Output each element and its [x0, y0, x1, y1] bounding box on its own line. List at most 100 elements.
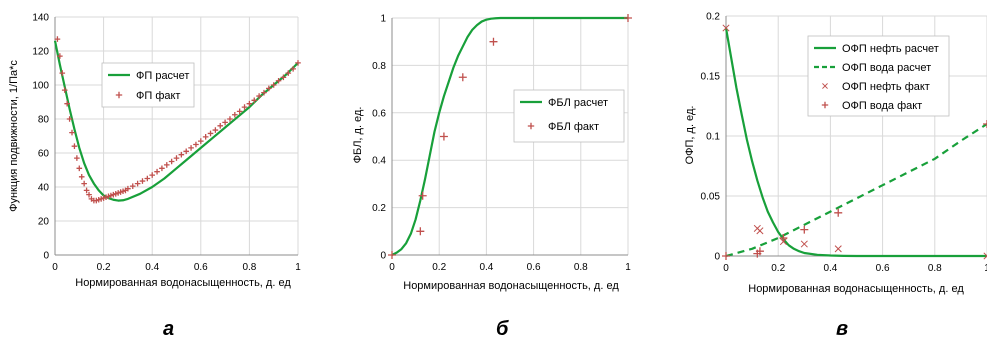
panel-c-series-3-point [834, 245, 842, 253]
panel-c-x-tick-label: 0.8 [928, 263, 942, 274]
panel-b-y-tick-label: 0.2 [372, 203, 386, 214]
panel-c-legend-entry-3-swatch [822, 83, 828, 89]
panel-a-tick-labels: 0 0.2 0.4 0.6 0.8 1 0 20 40 60 80 100 120 140 [32, 13, 301, 274]
panel-a-series-2-point [163, 162, 170, 168]
panel-a-series-2-point [74, 155, 80, 161]
panel-a-series-2-point [134, 180, 141, 187]
panel-c-series-2-line [725, 123, 987, 258]
panel-b-series-2-point [418, 191, 427, 200]
panel-b-series-2-point [439, 132, 448, 141]
panel-c-series-4-point [800, 225, 809, 234]
panel-b-y-tick-label: 0.6 [372, 108, 386, 119]
panel-a-legend: ФП расчет ФП факт [101, 62, 195, 108]
panel-a-series-2-point [81, 180, 87, 187]
panel-c-x-axis-label: Нормированная водонасыщенность, д. ед [748, 283, 964, 295]
panel-a-y-tick-label: 60 [38, 149, 50, 160]
panel-a-series-2-point [173, 155, 180, 161]
panel-c-legend-entry-2-label: ОФП вода расчет [842, 62, 931, 74]
panel-c-series-3-point [983, 252, 987, 260]
panel-a-series-2-point [83, 187, 90, 194]
panel-b-legend-box [513, 89, 625, 143]
panel-b-x-tick-label: 0.2 [432, 262, 446, 273]
panel-b-tick-labels: 0 0.2 0.4 0.6 0.8 1 0 0.2 0.4 0.6 0.8 1 [372, 14, 631, 274]
panel-c-x-tick-label: 0 [723, 263, 729, 274]
panel-c-x-tick-label: 0.6 [876, 263, 890, 274]
panel-c-series-4-point [779, 234, 788, 242]
panel-c-y-tick-label: 0.05 [701, 192, 721, 203]
panel-a-series-2-point [129, 183, 136, 189]
panel-c-x-tick-label: 1 [984, 263, 987, 274]
panel-b-series-2-point [458, 73, 467, 82]
panel-a-y-axis-label: Функция подвижности, 1/Па*с [8, 60, 20, 212]
panel-b-series-2-point [416, 227, 425, 236]
panel-c-series-4-point [722, 252, 730, 260]
panel-b-legend-entry-1-label: ФБЛ расчет [548, 97, 608, 109]
panel-b-axes [391, 18, 628, 256]
panel-a-series-2-point [139, 178, 146, 184]
panel-b-legend: ФБЛ расчет ФБЛ факт [513, 89, 625, 143]
panel-b-series-2-point [624, 14, 632, 22]
panel-c-plot [722, 24, 987, 260]
panel-a-y-tick-label: 100 [32, 81, 49, 92]
panel-b-x-tick-label: 0.6 [527, 262, 541, 273]
panel-b-letter: б [496, 318, 509, 337]
panel-c: 0 0.2 0.4 0.6 0.8 1 0 0.05 0.1 0.15 0.2 Нормирован… [684, 12, 987, 337]
panel-a-series-2-point [232, 111, 238, 118]
panel-a-series-2-point [275, 77, 282, 84]
panel-a-series-2-point [207, 130, 214, 137]
panel-c-legend-entry-1-label: ОФП нефть расчет [842, 43, 939, 55]
panel-c-series-3-point [756, 227, 764, 235]
panel-a-series-2-point [69, 129, 75, 136]
panel-b-plot [388, 14, 632, 259]
panel-b-series-2-point [388, 251, 396, 259]
panel-a-series-2-point [212, 127, 219, 133]
panel-a-x-tick-label: 1 [295, 262, 301, 273]
panel-a-series-2-point [178, 151, 185, 158]
panel-a-series-2-point [57, 53, 63, 59]
panel-a-x-tick-label: 0.8 [242, 262, 256, 273]
panel-a-x-tick-label: 0 [52, 262, 58, 273]
panel-a-letter: а [163, 318, 174, 337]
panel-a-series-2-point [188, 145, 194, 151]
panel-a-series-2-point [290, 66, 296, 72]
panel-a-series-2-point [66, 116, 73, 122]
panel-c-tick-labels: 0 0.2 0.4 0.6 0.8 1 0 0.05 0.1 0.15 0.2 [701, 12, 987, 275]
panel-c-series-3-point [722, 24, 730, 32]
panel-a-x-tick-label: 0.2 [97, 262, 111, 273]
panel-a-series-2-point [202, 134, 209, 140]
panel-a-series-2-point [222, 119, 228, 126]
panel-b-series-2-point [489, 37, 498, 46]
panel-c-y-tick-label: 0.2 [706, 12, 720, 23]
panel-a-series-2-point [86, 191, 92, 198]
panel-b-x-tick-label: 0 [389, 262, 395, 273]
panel-a-series-2-point [295, 60, 301, 66]
panel-b-y-tick-label: 0.8 [372, 61, 386, 72]
panel-c-y-axis-label: ОФП, д. ед. [684, 106, 696, 165]
panel-a-series-2-point [125, 185, 131, 192]
panel-b-x-axis-label: Нормированная водонасыщенность, д. ед [403, 280, 619, 292]
panel-c-y-tick-label: 0 [714, 252, 720, 263]
panel-a-grid [54, 16, 299, 256]
panel-a-y-tick-label: 40 [38, 183, 50, 194]
panel-a-series-2-point [241, 104, 248, 110]
panel-a-series-2-point [76, 165, 83, 172]
panel-a-series-2-point [154, 168, 160, 175]
panel-b-y-tick-label: 0 [380, 251, 386, 262]
panel-a-plot [53, 36, 301, 204]
panel-a-y-tick-label: 120 [32, 47, 49, 58]
panel-a-series-2-point [54, 36, 61, 42]
panel-a-series-2-point [71, 143, 78, 149]
panel-b-x-tick-label: 1 [625, 262, 631, 273]
panel-c-legend-entry-3-label: ОФП нефть факт [842, 81, 930, 93]
panel-a-series-2-point [270, 82, 277, 88]
panel-c-legend-box [807, 35, 950, 117]
panel-a-series-2-point [168, 158, 175, 165]
panel-c-legend: ОФП нефть расчет ОФП вода расчет ОФП нефть… [807, 35, 950, 117]
panel-c-series-4-point [834, 208, 843, 217]
panel-a-x-tick-label: 0.6 [194, 262, 208, 273]
panel-c-x-tick-label: 0.4 [823, 263, 837, 274]
panel-a-series-2-point [149, 172, 155, 178]
panel-b-y-axis-label: ФБЛ, д. ед. [352, 107, 364, 164]
panel-a-series-2-point [193, 141, 199, 148]
panel-a-axes [54, 17, 298, 256]
